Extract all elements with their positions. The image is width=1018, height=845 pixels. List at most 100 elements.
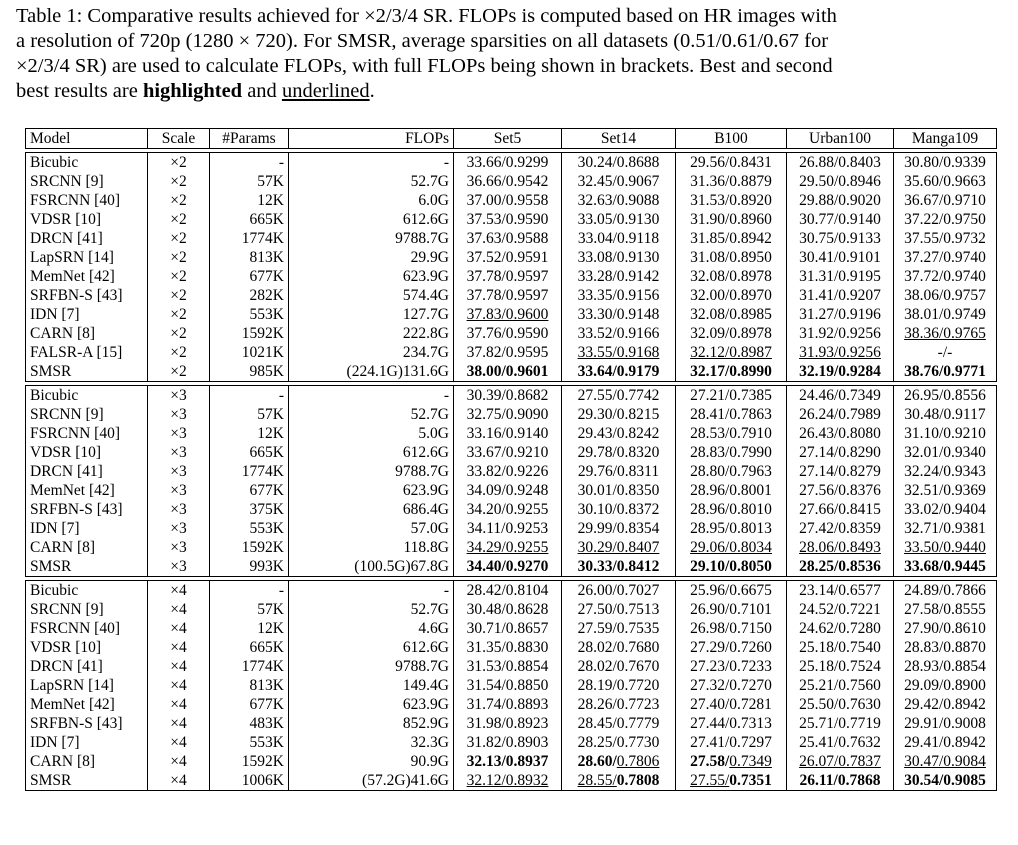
cell-flops: (224.1G)131.6G bbox=[288, 362, 454, 382]
cell-set5: 37.63/0.9588 bbox=[453, 229, 562, 248]
metric-value: 30.39/0.8682 bbox=[466, 387, 549, 404]
cell-urban100: 27.66/0.8415 bbox=[786, 500, 894, 519]
cell-model: SMSR bbox=[25, 362, 148, 382]
metric-value: 24.89/0.7866 bbox=[904, 582, 986, 599]
header-row: Model Scale #Params FLOPs Set5 Set14 B10… bbox=[25, 128, 997, 149]
metric-value: 28.06/0.8493 bbox=[799, 539, 881, 556]
cell-manga109: 32.51/0.9369 bbox=[893, 481, 997, 500]
metric-value: 37.78/0.9597 bbox=[466, 268, 549, 285]
cell-urban100: 32.19/0.9284 bbox=[786, 362, 894, 382]
cell-manga109: 28.93/0.8854 bbox=[893, 657, 997, 676]
cell-scale: ×3 bbox=[147, 481, 210, 500]
cell-scale: ×3 bbox=[147, 405, 210, 424]
cell-b100: 27.55/0.7351 bbox=[675, 771, 787, 791]
metric-value: 25.18/0.7540 bbox=[799, 639, 881, 656]
metric-value: 31.31/0.9195 bbox=[799, 268, 881, 285]
table-row: SMSR ×3 993K (100.5G)67.8G 34.40/0.9270 30.33… bbox=[25, 557, 997, 577]
cell-manga109: 29.91/0.9008 bbox=[893, 714, 997, 733]
metric-value: 25.71/0.7719 bbox=[799, 715, 881, 732]
cell-set5: 31.98/0.8923 bbox=[453, 714, 562, 733]
cell-set5: 34.11/0.9253 bbox=[453, 519, 562, 538]
metric-value: 27.90/0.8610 bbox=[904, 620, 986, 637]
cell-manga109: 37.55/0.9732 bbox=[893, 229, 997, 248]
metric-value: 25.50/0.7630 bbox=[799, 696, 881, 713]
cell-set14: 28.55/0.7808 bbox=[561, 771, 676, 791]
cell-set5: 31.82/0.8903 bbox=[453, 733, 562, 752]
metric-value: 25.96/0.6675 bbox=[690, 582, 772, 599]
metric-value: 27.55/0.7742 bbox=[577, 387, 660, 404]
cell-b100: 27.21/0.7385 bbox=[675, 385, 787, 405]
cell-manga109: 31.10/0.9210 bbox=[893, 424, 997, 443]
table-row: FSRCNN [40] ×4 12K 4.6G 30.71/0.8657 27.59/0.… bbox=[25, 619, 997, 638]
cell-flops: 52.7G bbox=[288, 172, 454, 191]
metric-value: 32.08/0.8985 bbox=[690, 306, 772, 323]
cell-flops: 9788.7G bbox=[288, 229, 454, 248]
metric-value: 29.30/0.8215 bbox=[577, 406, 660, 423]
cell-set14: 30.29/0.8407 bbox=[561, 538, 676, 557]
cell-set14: 33.35/0.9156 bbox=[561, 286, 676, 305]
cell-urban100: 26.88/0.8403 bbox=[786, 152, 894, 172]
cell-manga109: 37.22/0.9750 bbox=[893, 210, 997, 229]
cell-manga109: 29.41/0.8942 bbox=[893, 733, 997, 752]
cell-set5: 33.16/0.9140 bbox=[453, 424, 562, 443]
metric-value: 30.71/0.8657 bbox=[466, 620, 549, 637]
cell-params: 677K bbox=[209, 267, 289, 286]
cell-manga109: 38.06/0.9757 bbox=[893, 286, 997, 305]
cell-manga109: 26.95/0.8556 bbox=[893, 385, 997, 405]
cell-b100: 32.17/0.8990 bbox=[675, 362, 787, 382]
cell-b100: 28.80/0.7963 bbox=[675, 462, 787, 481]
cell-b100: 27.58/0.7349 bbox=[675, 752, 787, 771]
metric-value: 38.01/0.9749 bbox=[904, 306, 986, 323]
table-row: VDSR [10] ×3 665K 612.6G 33.67/0.9210 29.78/0… bbox=[25, 443, 997, 462]
metric-value: 30.75/0.9133 bbox=[799, 230, 881, 247]
caption-highlighted: highlighted bbox=[142, 80, 243, 102]
cell-b100: 32.12/0.8987 bbox=[675, 343, 787, 362]
table-row: IDN [7] ×3 553K 57.0G 34.11/0.9253 29.99/0.83… bbox=[25, 519, 997, 538]
metric-value: 32.51/0.9369 bbox=[904, 482, 986, 499]
metric-value: 27.32/0.7270 bbox=[690, 677, 772, 694]
cell-set14: 33.08/0.9130 bbox=[561, 248, 676, 267]
metric-value: 32.19/0.9284 bbox=[799, 363, 881, 380]
cell-set5: 33.67/0.9210 bbox=[453, 443, 562, 462]
metric-value: 27.40/0.7281 bbox=[690, 696, 772, 713]
header-manga109: Manga109 bbox=[893, 128, 997, 149]
cell-flops: 623.9G bbox=[288, 481, 454, 500]
cell-scale: ×2 bbox=[147, 267, 210, 286]
cell-params: 1592K bbox=[209, 752, 289, 771]
cell-set14: 33.30/0.9148 bbox=[561, 305, 676, 324]
cell-model: IDN [7] bbox=[25, 305, 148, 324]
metric-value: 32.00/0.8970 bbox=[690, 287, 772, 304]
metric-value: 29.78/0.8320 bbox=[577, 444, 660, 461]
table-row: IDN [7] ×2 553K 127.7G 37.83/0.9600 33.30/0.9… bbox=[25, 305, 997, 324]
cell-b100: 29.06/0.8034 bbox=[675, 538, 787, 557]
cell-b100: 27.44/0.7313 bbox=[675, 714, 787, 733]
cell-set5: 34.09/0.9248 bbox=[453, 481, 562, 500]
cell-flops: 127.7G bbox=[288, 305, 454, 324]
cell-manga109: 30.48/0.9117 bbox=[893, 405, 997, 424]
cell-flops: (57.2G)41.6G bbox=[288, 771, 454, 791]
metric-value: 28.83/0.7990 bbox=[690, 444, 772, 461]
cell-set14: 32.63/0.9088 bbox=[561, 191, 676, 210]
cell-model: SRFBN-S [43] bbox=[25, 714, 148, 733]
cell-model: CARN [8] bbox=[25, 538, 148, 557]
cell-set5: 34.20/0.9255 bbox=[453, 500, 562, 519]
cell-params: 57K bbox=[209, 172, 289, 191]
cell-flops: 612.6G bbox=[288, 210, 454, 229]
cell-set5: 32.75/0.9090 bbox=[453, 405, 562, 424]
caption-line-4: best results are highlighted and underli… bbox=[16, 79, 1006, 104]
cell-flops: 5.0G bbox=[288, 424, 454, 443]
cell-set5: 37.00/0.9558 bbox=[453, 191, 562, 210]
metric-value: 37.55/0.9732 bbox=[904, 230, 986, 247]
metric-value: 31.53/0.8854 bbox=[466, 658, 549, 675]
table-row: MemNet [42] ×2 677K 623.9G 37.78/0.9597 33.28… bbox=[25, 267, 997, 286]
cell-flops: 29.9G bbox=[288, 248, 454, 267]
cell-flops: 222.8G bbox=[288, 324, 454, 343]
cell-manga109: 37.72/0.9740 bbox=[893, 267, 997, 286]
results-table-wrapper: Model Scale #Params FLOPs Set5 Set14 B10… bbox=[25, 128, 997, 791]
cell-params: 1774K bbox=[209, 229, 289, 248]
cell-scale: ×2 bbox=[147, 210, 210, 229]
cell-params: 1774K bbox=[209, 462, 289, 481]
cell-urban100: 25.18/0.7540 bbox=[786, 638, 894, 657]
metric-value: 34.09/0.9248 bbox=[466, 482, 549, 499]
table-row: SRFBN-S [43] ×4 483K 852.9G 31.98/0.8923 28.4… bbox=[25, 714, 997, 733]
